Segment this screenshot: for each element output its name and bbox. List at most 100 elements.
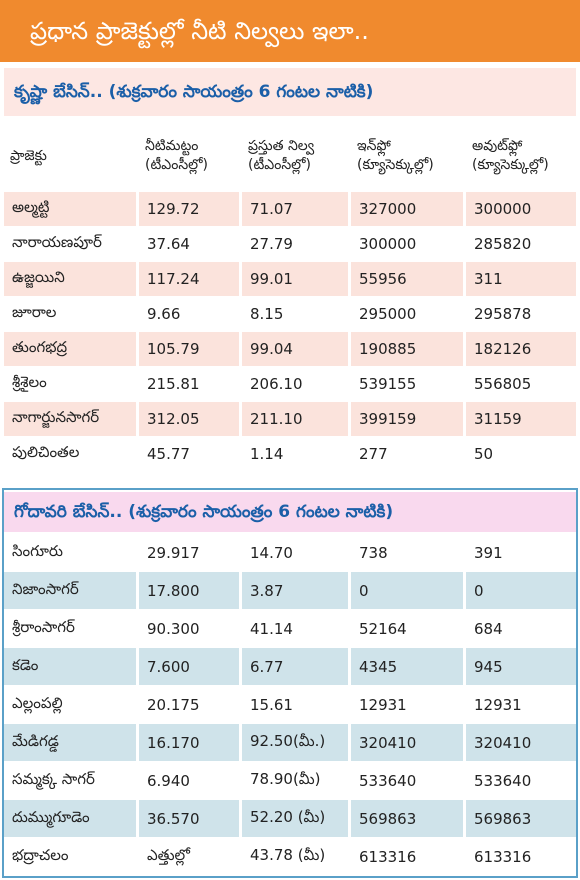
value-cell: 391 [466,534,576,571]
value-cell: 399159 [351,402,463,436]
value-cell: 684 [466,610,576,647]
column-header-line: (క్యూసెక్కుల్లో) [357,157,434,173]
project-cell: శ్రీరాంసాగర్ [4,610,136,647]
value-cell: 50 [466,437,576,471]
table-row: నిజాంసాగర్ 17.800 3.87 0 0 [4,572,576,609]
project-cell: భద్రాచలం [4,838,136,875]
value-cell: 6.77 [242,648,348,685]
value-cell: 0 [351,572,463,609]
value-cell: 320410 [466,724,576,761]
table-row: నాగార్జునసాగర్ 312.05 211.10 399159 31159 [4,402,576,436]
godavari-heading: గోదావరి బేసిన్.. (శుక్రవారం సాయంత్రం 6 గ… [4,492,576,532]
table-row: జూరాల 9.66 8.15 295000 295878 [4,297,576,331]
column-header-line: అవుట్‌ఫ్లో [472,138,523,154]
value-cell: 117.24 [139,262,239,296]
value-cell: 7.600 [139,648,239,685]
value-cell: 277 [351,437,463,471]
value-cell: 17.800 [139,572,239,609]
value-cell: 182126 [466,332,576,366]
value-cell: 16.170 [139,724,239,761]
value-cell: 31159 [466,402,576,436]
value-cell: 12931 [466,686,576,723]
value-cell: 533640 [466,762,576,799]
project-cell: పులిచింతల [4,437,136,471]
value-cell: 211.10 [242,402,348,436]
value-cell: 539155 [351,367,463,401]
value-cell: 9.66 [139,297,239,331]
project-cell: శ్రీశైలం [4,367,136,401]
value-cell: 105.79 [139,332,239,366]
project-cell: తుంగభద్ర [4,332,136,366]
value-cell: 206.10 [242,367,348,401]
value-cell: 129.72 [139,192,239,226]
value-cell: 99.04 [242,332,348,366]
value-cell: 295000 [351,297,463,331]
value-cell: 52164 [351,610,463,647]
table-row: ఎల్లంపల్లి 20.175 15.61 12931 12931 [4,686,576,723]
column-header: ప్రాజెక్టు [4,124,136,190]
value-cell: 52.20 (మీ) [242,800,348,837]
value-cell: 71.07 [242,192,348,226]
value-cell: 55956 [351,262,463,296]
value-cell: 327000 [351,192,463,226]
value-cell: 215.81 [139,367,239,401]
value-cell: 945 [466,648,576,685]
table-row: సింగూరు 29.917 14.70 738 391 [4,534,576,571]
column-header-line: ప్రాజెక్టు [10,147,47,164]
project-cell: నారాయణపూర్ [4,227,136,261]
value-cell: 8.15 [242,297,348,331]
table-row: ఉజ్జయిని 117.24 99.01 55956 311 [4,262,576,296]
krishna-heading: కృష్ణా బేసిన్.. (శుక్రవారం సాయంత్రం 6 గం… [4,68,576,116]
value-cell: 78.90(మీ) [242,762,348,799]
value-cell: 20.175 [139,686,239,723]
column-header: అవుట్‌ఫ్లో (క్యూసెక్కుల్లో) [466,124,576,190]
value-cell: 6.940 [139,762,239,799]
table-row: నారాయణపూర్ 37.64 27.79 300000 285820 [4,227,576,261]
value-cell: 12931 [351,686,463,723]
value-cell: 90.300 [139,610,239,647]
column-header: నీటిమట్టం (టీఎంసీల్లో) [139,124,239,190]
value-cell: 556805 [466,367,576,401]
project-cell: దుమ్ముగూడెం [4,800,136,837]
table-row: కడెం 7.600 6.77 4345 945 [4,648,576,685]
column-header: ఇన్‌ఫ్లో (క్యూసెక్కుల్లో) [351,124,463,190]
value-cell: 45.77 [139,437,239,471]
column-header-line: (టీఎంసీల్లో) [145,157,209,173]
column-header-line: (టీఎంసీల్లో) [248,157,312,173]
table-row: తుంగభద్ర 105.79 99.04 190885 182126 [4,332,576,366]
value-cell: 312.05 [139,402,239,436]
table-row: సమ్మక్క సాగర్ 6.940 78.90(మీ) 533640 533640 [4,762,576,799]
table-row: దుమ్ముగూడెం 36.570 52.20 (మీ) 569863 569863 [4,800,576,837]
value-cell: 37.64 [139,227,239,261]
column-header: ప్రస్తుత నిల్వ (టీఎంసీల్లో) [242,124,348,190]
header-row: ప్రాజెక్టు నీటిమట్టం (టీఎంసీల్లో) ప్రస్తుత … [4,124,576,190]
column-header-line: ప్రస్తుత నిల్వ [248,138,315,154]
project-cell: సమ్మక్క సాగర్ [4,762,136,799]
project-cell: ఎల్లంపల్లి [4,686,136,723]
value-cell: 15.61 [242,686,348,723]
table-row: శ్రీరాంసాగర్ 90.300 41.14 52164 684 [4,610,576,647]
value-cell: 569863 [466,800,576,837]
project-cell: కడెం [4,648,136,685]
value-cell: 27.79 [242,227,348,261]
table-row: శ్రీశైలం 215.81 206.10 539155 556805 [4,367,576,401]
project-cell: జూరాల [4,297,136,331]
value-cell: 533640 [351,762,463,799]
value-cell: 613316 [351,838,463,875]
godavari-frame [2,488,578,878]
value-cell: 36.570 [139,800,239,837]
value-cell: 43.78 (మీ) [242,838,348,875]
value-cell: 300000 [466,192,576,226]
project-cell: అల్మట్టి [4,192,136,226]
value-cell: 1.14 [242,437,348,471]
value-cell: 295878 [466,297,576,331]
project-cell: మేడిగడ్డ [4,724,136,761]
value-cell: 92.50(మీ.) [242,724,348,761]
value-cell: ఎత్తుల్లో [139,838,239,875]
value-cell: 190885 [351,332,463,366]
value-cell: 29.917 [139,534,239,571]
table-row: మేడిగడ్డ 16.170 92.50(మీ.) 320410 320410 [4,724,576,761]
value-cell: 3.87 [242,572,348,609]
value-cell: 99.01 [242,262,348,296]
